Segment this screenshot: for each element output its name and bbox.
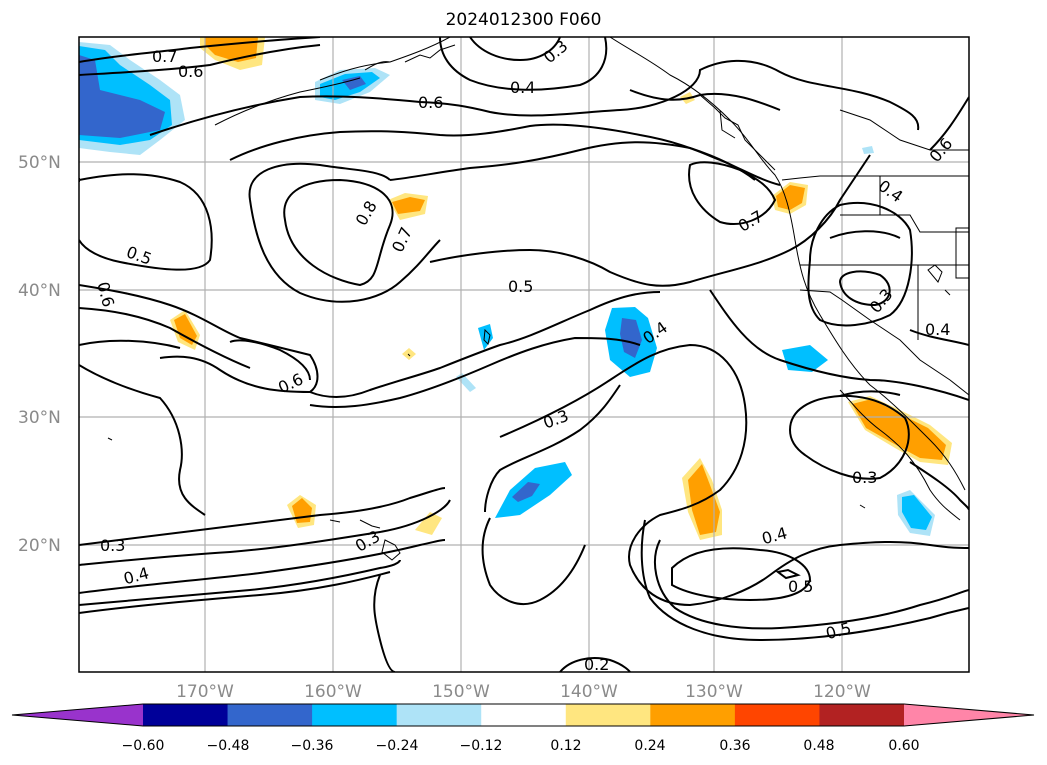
lon-label: 150°W xyxy=(432,682,490,702)
colorbar-outline xyxy=(11,703,1035,727)
lat-label: 30°N xyxy=(18,408,61,428)
colorbar-segment xyxy=(396,704,482,726)
colorbar-tick-label: 0.36 xyxy=(719,738,750,754)
positive-anomaly-dot xyxy=(402,348,416,360)
colorbar-segment xyxy=(481,704,567,726)
lat-label: 40°N xyxy=(18,281,61,301)
colorbar-tick-label: 0.12 xyxy=(550,738,581,754)
colorbar-tick-label: −0.60 xyxy=(122,738,165,754)
longitude-labels: 170°W 160°W 150°W 140°W 130°W 120°W xyxy=(176,682,871,702)
positive-anomaly-baja-core xyxy=(852,399,946,460)
contour-label: 0.7 xyxy=(152,47,177,66)
lon-label: 140°W xyxy=(560,682,618,702)
colorbar-tick-label: 0.24 xyxy=(634,738,665,754)
lon-label: 130°W xyxy=(685,682,743,702)
colorbar-tick-label: −0.36 xyxy=(291,738,334,754)
positive-anomaly-hawaii xyxy=(415,512,442,535)
colorbar-segment xyxy=(565,704,651,726)
negative-anomaly-baja-core xyxy=(902,495,932,530)
colorbar-segment xyxy=(650,704,736,726)
map-title: 2024012300 F060 xyxy=(445,10,602,30)
positive-anomaly-west-core xyxy=(174,314,197,345)
colorbar-segment xyxy=(819,704,905,726)
lon-label: 160°W xyxy=(304,682,362,702)
contour-label: 0.5 xyxy=(508,277,533,296)
colorbar-tick-labels: −0.60 −0.48 −0.36 −0.24 −0.12 0.12 0.24 … xyxy=(122,738,920,754)
contour-label: 0.4 xyxy=(510,78,535,97)
colorbar xyxy=(11,703,1035,727)
shaded-anomalies xyxy=(79,37,952,540)
colorbar-extend-low xyxy=(12,704,143,726)
lat-label: 20°N xyxy=(18,536,61,556)
negative-anomaly-center-strong xyxy=(620,318,642,358)
lat-label: 50°N xyxy=(18,153,61,173)
contour-label: 0.2 xyxy=(584,655,609,674)
map-panel: 0.7 0.6 0.3 0.4 0.6 0.6 0.8 0.7 0.5 0.6 … xyxy=(79,37,969,674)
colorbar-segment xyxy=(312,704,398,726)
colorbar-tick-label: −0.48 xyxy=(207,738,250,754)
colorbar-extend-high xyxy=(904,704,1034,726)
colorbar-tick-label: 0.48 xyxy=(803,738,834,754)
lon-label: 170°W xyxy=(176,682,234,702)
contour-label: 0.3 xyxy=(852,468,877,487)
negative-anomaly-small-1 xyxy=(478,324,493,350)
lon-label: 120°W xyxy=(813,682,871,702)
colorbar-segment xyxy=(227,704,313,726)
contour-label: 0.3 xyxy=(100,536,125,555)
negative-anomaly-south-strong xyxy=(512,482,540,502)
colorbar-tick-label: 0.60 xyxy=(888,738,919,754)
contour-label: 0.6 xyxy=(418,93,443,112)
colorbar-segment xyxy=(734,704,820,726)
contour-label: 0.5 xyxy=(788,577,813,596)
contours xyxy=(79,37,969,672)
colorbar-tick-label: −0.12 xyxy=(460,738,503,754)
negative-anomaly-small-3 xyxy=(862,146,874,154)
contour-label: 0.6 xyxy=(178,62,203,81)
positive-anomaly-mid-core xyxy=(392,197,425,214)
coastlines xyxy=(107,37,969,561)
colorbar-tick-label: −0.24 xyxy=(376,738,419,754)
negative-anomaly-aleutian-strong xyxy=(342,76,366,90)
contour-label: 0.4 xyxy=(925,320,950,339)
map-frame xyxy=(78,36,970,673)
negative-anomaly-nw-strong xyxy=(79,55,165,138)
colorbar-segment xyxy=(143,704,229,726)
latitude-labels: 50°N 40°N 30°N 20°N xyxy=(18,153,61,556)
